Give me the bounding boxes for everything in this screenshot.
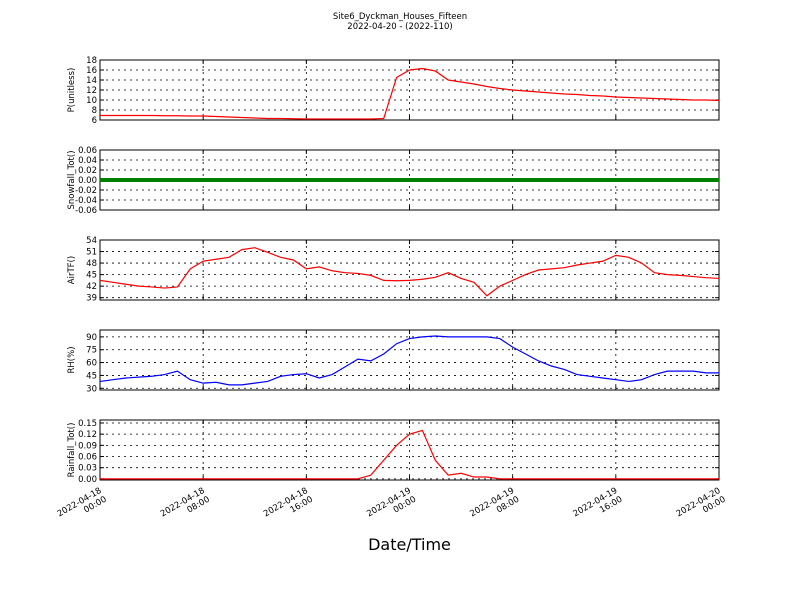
figure-title: Site6_Dyckman_Houses_Fifteen — [333, 12, 467, 22]
y-tick-label: 14 — [86, 76, 97, 86]
y-tick-label: 10 — [86, 96, 97, 106]
y-tick-label: 0.12 — [78, 430, 97, 440]
y-axis-label: Snowfall_Tot() — [67, 150, 77, 209]
y-axis-label: RH(%) — [67, 346, 77, 373]
x-tick-label: 2022-04-1808:00 — [159, 486, 212, 528]
x-tick-label: 2022-04-1900:00 — [365, 486, 418, 528]
y-tick-label: 0.00 — [78, 176, 97, 186]
x-tick-label: 2022-04-1816:00 — [262, 486, 315, 528]
y-tick-label: 0.09 — [78, 441, 97, 451]
y-tick-label: 45 — [86, 271, 97, 281]
y-tick-label: 51 — [86, 248, 97, 258]
y-tick-label: 54 — [86, 236, 97, 246]
x-tick-label: 2022-04-1908:00 — [468, 486, 521, 528]
y-tick-label: 48 — [86, 259, 97, 269]
x-tick-label: 2022-04-1916:00 — [572, 486, 625, 528]
y-tick-label: 0.06 — [78, 453, 97, 463]
y-tick-label: 90 — [86, 333, 97, 343]
y-tick-label: -0.04 — [75, 196, 97, 206]
y-tick-label: 12 — [86, 86, 97, 96]
x-axis-label: Date/Time — [368, 535, 451, 554]
y-axis-label: Rainfall_Tot() — [67, 423, 77, 478]
x-tick-label: 2022-04-1800:00 — [56, 486, 109, 528]
y-tick-label: 45 — [86, 371, 97, 381]
y-tick-label: 30 — [86, 384, 97, 394]
y-axis-label: P(unitless) — [67, 68, 77, 113]
data-line — [100, 67, 720, 120]
y-tick-label: -0.06 — [75, 206, 97, 216]
y-tick-label: 8 — [92, 106, 97, 116]
y-tick-label: 42 — [86, 282, 97, 292]
y-tick-label: 0.02 — [78, 166, 97, 176]
y-tick-label: 6 — [92, 116, 97, 126]
y-tick-label: 0.06 — [78, 146, 97, 156]
figure-subtitle: 2022-04-20 - (2022-110) — [347, 22, 452, 32]
y-axis-label: AirTF() — [67, 256, 77, 284]
y-tick-label: 16 — [86, 66, 97, 76]
y-tick-label: 39 — [86, 294, 97, 304]
y-tick-label: 18 — [86, 56, 97, 66]
y-tick-label: 0.00 — [78, 475, 97, 485]
data-line — [99, 247, 720, 297]
y-tick-label: -0.02 — [75, 186, 97, 196]
y-tick-label: 60 — [86, 359, 97, 369]
x-tick-label: 2022-04-2000:00 — [675, 486, 728, 528]
data-line — [100, 429, 719, 480]
data-line — [99, 335, 719, 386]
y-tick-label: 0.15 — [78, 419, 97, 429]
y-tick-label: 0.04 — [78, 156, 97, 166]
y-tick-label: 75 — [86, 346, 97, 356]
y-tick-label: 0.03 — [78, 464, 97, 474]
